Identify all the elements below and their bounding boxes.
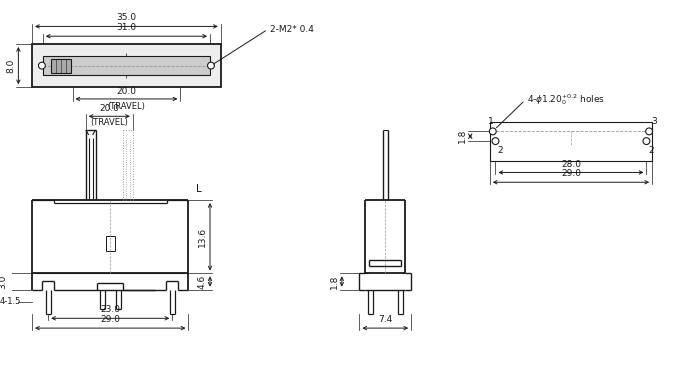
Text: 13.6: 13.6 xyxy=(198,227,207,247)
Text: 28.0: 28.0 xyxy=(561,160,581,168)
Text: 29.0: 29.0 xyxy=(100,315,120,324)
Text: 1.8: 1.8 xyxy=(330,274,339,289)
Text: 3.0: 3.0 xyxy=(0,274,8,289)
Bar xyxy=(51,58,71,73)
Bar xyxy=(43,56,210,75)
Circle shape xyxy=(489,128,496,135)
Bar xyxy=(106,236,115,252)
Circle shape xyxy=(645,128,652,135)
Text: (TRAVEL): (TRAVEL) xyxy=(90,118,128,127)
Text: 4.6: 4.6 xyxy=(198,275,207,289)
Text: 35.0: 35.0 xyxy=(116,14,136,23)
Text: 20.0: 20.0 xyxy=(99,105,119,113)
Text: 29.0: 29.0 xyxy=(561,169,581,178)
Text: 4-1.5: 4-1.5 xyxy=(0,298,21,307)
Text: (TRAVEL): (TRAVEL) xyxy=(108,102,146,111)
Text: 1.8: 1.8 xyxy=(458,129,468,144)
Circle shape xyxy=(643,138,650,145)
Text: 31.0: 31.0 xyxy=(116,23,136,32)
Text: 20.0: 20.0 xyxy=(116,87,136,96)
Bar xyxy=(32,44,220,87)
Text: 8.0: 8.0 xyxy=(6,58,15,73)
Circle shape xyxy=(207,62,214,69)
Circle shape xyxy=(492,138,499,145)
Text: 2: 2 xyxy=(498,147,503,156)
Text: 7.4: 7.4 xyxy=(378,315,393,324)
Bar xyxy=(490,122,652,161)
Text: 23.0: 23.0 xyxy=(100,305,120,314)
Text: 2: 2 xyxy=(648,147,654,156)
Circle shape xyxy=(38,62,46,69)
Text: 2-M2* 0.4: 2-M2* 0.4 xyxy=(270,25,314,34)
Text: 4-$\phi$1.20$^{+0.2}_{0}$ holes: 4-$\phi$1.20$^{+0.2}_{0}$ holes xyxy=(527,92,606,108)
Text: 3: 3 xyxy=(651,117,657,126)
Text: L: L xyxy=(196,184,202,194)
Text: 1: 1 xyxy=(488,117,494,126)
